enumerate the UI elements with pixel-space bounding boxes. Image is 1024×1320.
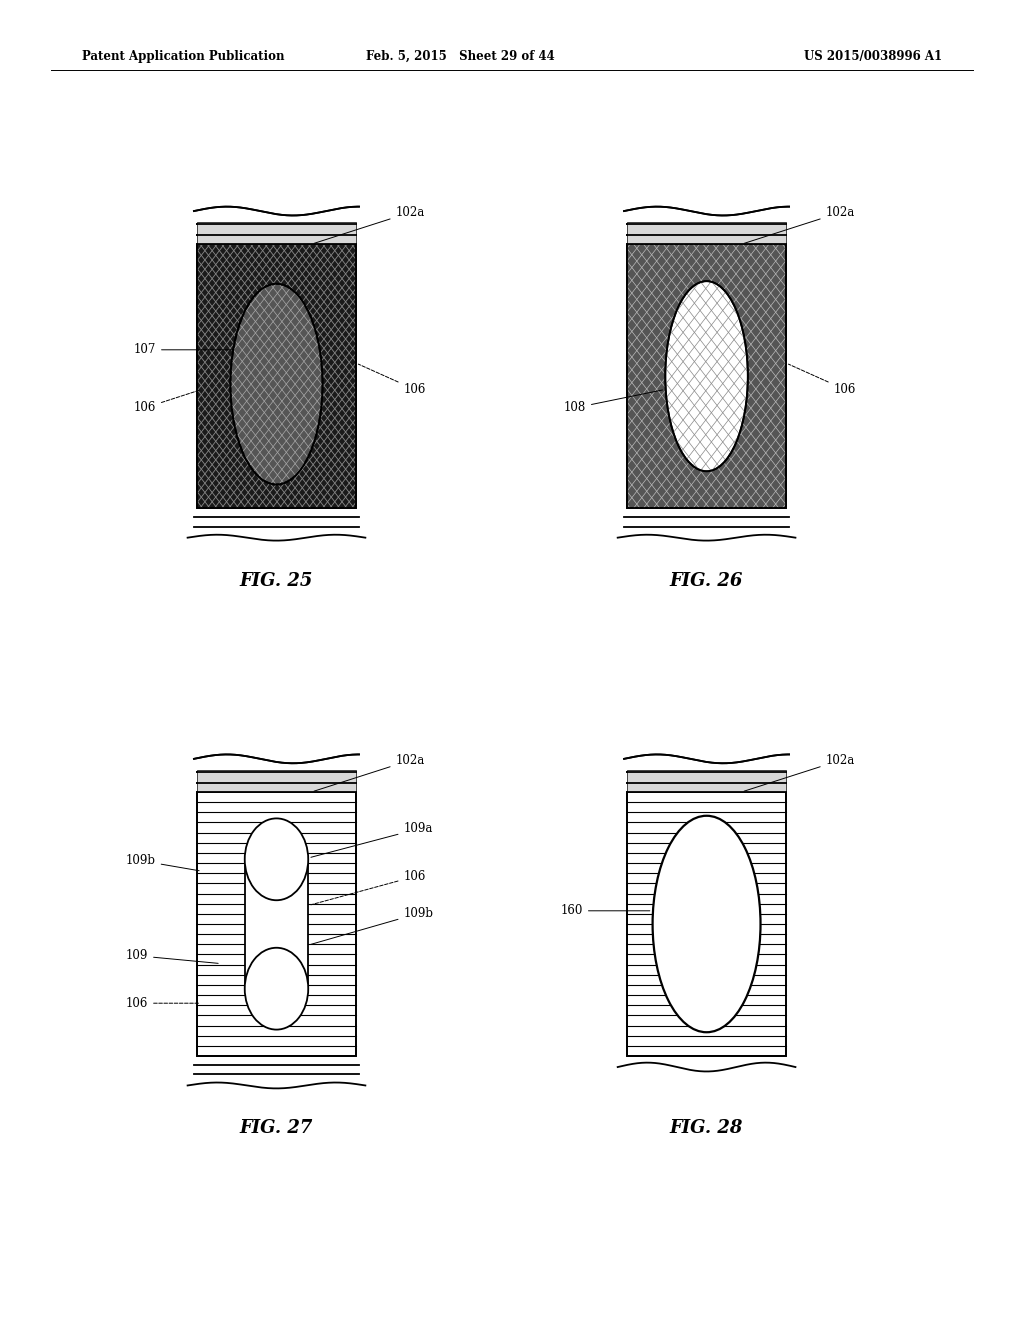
Text: 109b: 109b <box>311 907 433 944</box>
Text: 109a: 109a <box>311 822 433 857</box>
Text: 109: 109 <box>126 949 218 964</box>
Bar <box>197 222 356 244</box>
Text: Feb. 5, 2015   Sheet 29 of 44: Feb. 5, 2015 Sheet 29 of 44 <box>367 50 555 63</box>
Bar <box>627 244 786 508</box>
Bar <box>627 244 786 508</box>
Text: 102a: 102a <box>744 206 855 243</box>
Text: 109b: 109b <box>126 854 199 871</box>
Text: FIG. 25: FIG. 25 <box>240 572 313 590</box>
Ellipse shape <box>245 948 308 1030</box>
Text: 106: 106 <box>358 364 426 396</box>
Bar <box>197 244 356 508</box>
Text: US 2015/0038996 A1: US 2015/0038996 A1 <box>804 50 942 63</box>
Text: 102a: 102a <box>314 206 425 243</box>
Ellipse shape <box>652 816 761 1032</box>
Text: 106: 106 <box>788 364 856 396</box>
Bar <box>197 244 356 508</box>
Bar <box>627 792 786 1056</box>
Bar <box>627 770 786 792</box>
Bar <box>197 792 356 1056</box>
Text: 160: 160 <box>560 904 650 917</box>
Bar <box>627 792 786 1056</box>
Text: 106: 106 <box>311 870 426 904</box>
Ellipse shape <box>666 281 748 471</box>
Ellipse shape <box>230 284 323 484</box>
Text: 106: 106 <box>126 997 199 1010</box>
Bar <box>627 222 786 244</box>
Ellipse shape <box>245 818 308 900</box>
Text: 108: 108 <box>563 389 663 414</box>
Text: 106: 106 <box>133 391 200 414</box>
Text: Patent Application Publication: Patent Application Publication <box>82 50 285 63</box>
Ellipse shape <box>666 281 748 471</box>
Bar <box>197 244 356 508</box>
Text: FIG. 27: FIG. 27 <box>240 1119 313 1138</box>
Bar <box>197 792 356 1056</box>
Text: 102a: 102a <box>314 754 425 791</box>
Bar <box>245 859 308 989</box>
Text: 102a: 102a <box>744 754 855 791</box>
Bar <box>627 244 786 508</box>
Text: 107: 107 <box>133 343 258 356</box>
Text: FIG. 26: FIG. 26 <box>670 572 743 590</box>
Ellipse shape <box>230 284 323 484</box>
Bar <box>197 770 356 792</box>
Text: FIG. 28: FIG. 28 <box>670 1119 743 1138</box>
